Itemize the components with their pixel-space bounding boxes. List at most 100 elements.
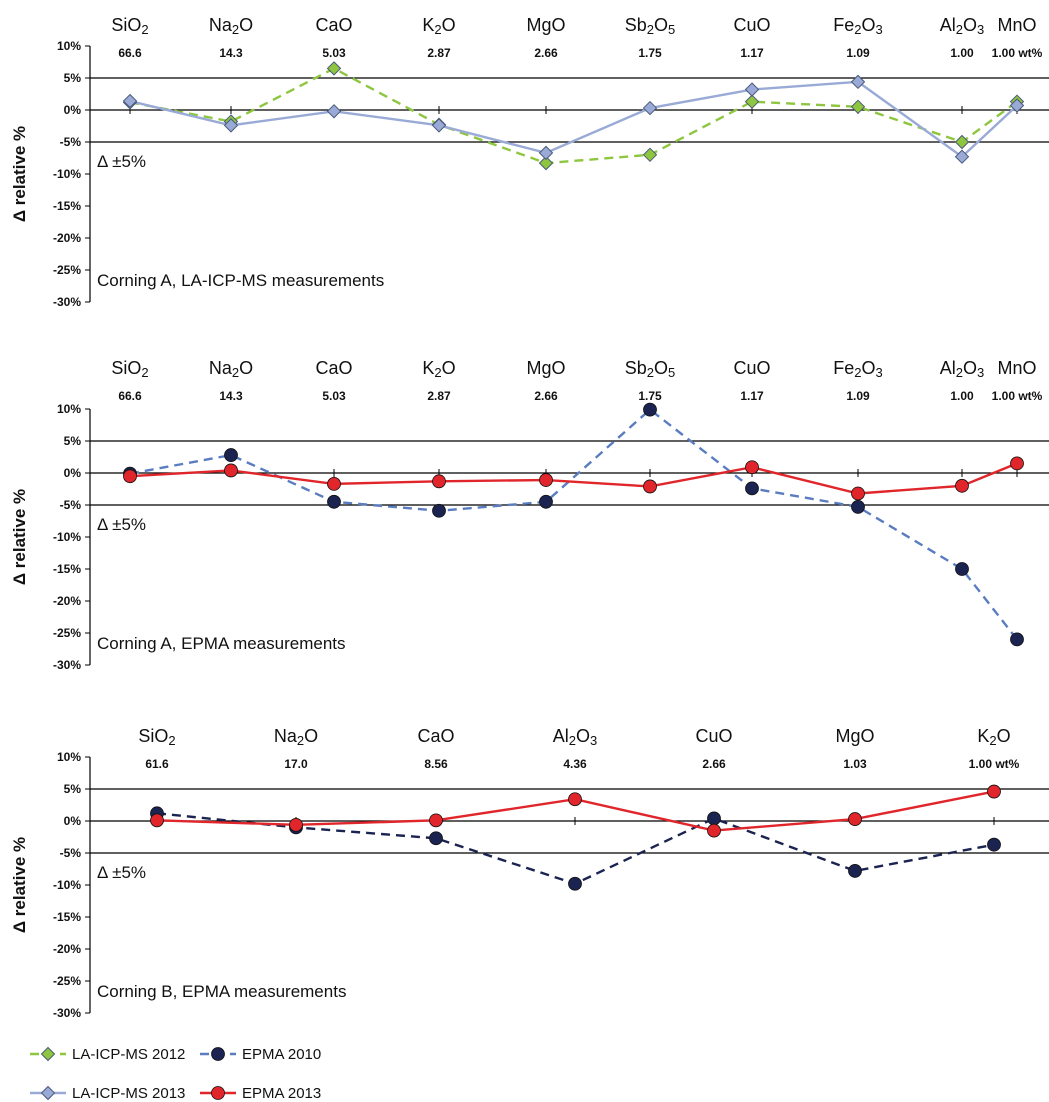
legend-label-la2013: LA-ICP-MS 2013 xyxy=(72,1085,185,1102)
oxide-label: K2O xyxy=(977,726,1010,748)
data-point-epma2013 xyxy=(224,463,238,478)
data-point-la2013 xyxy=(326,104,342,119)
concentration-label: 1.09 xyxy=(846,389,870,403)
data-point-la2013 xyxy=(1009,98,1025,113)
y-tick-label: 10% xyxy=(57,39,81,53)
y-tick-label: 0% xyxy=(64,103,82,117)
y-tick-label: 10% xyxy=(57,402,81,416)
y-axis-title: Δ relative % xyxy=(10,126,29,222)
concentration-label: 2.87 xyxy=(427,46,451,60)
data-point-la2012 xyxy=(326,61,342,76)
data-point-la2013 xyxy=(122,93,138,109)
data-point-epma2013 xyxy=(848,812,862,826)
oxide-label: CuO xyxy=(733,15,770,35)
concentration-label: 2.66 xyxy=(534,389,558,403)
chart-panel-1: SiO2 66.6 Na2O 14.3 CaO 5.03 K2O 2.87 MgO 2.66 Sb2… xyxy=(10,15,1049,309)
legend-label-epma2010: EPMA 2010 xyxy=(242,1046,321,1063)
data-point-epma2010 xyxy=(851,500,865,514)
y-tick-label: 0% xyxy=(64,814,82,828)
legend-label-epma2013: EPMA 2013 xyxy=(242,1085,321,1102)
oxide-label: CaO xyxy=(315,15,352,35)
data-point-epma2010 xyxy=(432,503,446,518)
panel-annotation: Corning B, EPMA measurements xyxy=(97,982,346,1001)
oxide-label: Al2O3 xyxy=(553,726,598,748)
oxide-label: Na2O xyxy=(209,15,253,37)
data-point-epma2013 xyxy=(955,478,969,493)
panel-annotation: Corning A, EPMA measurements xyxy=(97,634,346,653)
y-tick-label: 5% xyxy=(64,434,82,448)
concentration-label: 1.17 xyxy=(740,46,764,60)
y-tick-label: -25% xyxy=(53,974,81,988)
oxide-label: MgO xyxy=(526,358,565,378)
data-point-epma2013 xyxy=(1010,456,1024,471)
oxide-label: SiO2 xyxy=(111,358,148,380)
data-point-la2013 xyxy=(223,118,239,133)
y-tick-label: -5% xyxy=(60,498,82,512)
data-point-epma2010 xyxy=(1010,632,1024,647)
concentration-label: 1.75 xyxy=(638,46,662,60)
data-point-epma2013 xyxy=(289,817,303,832)
band-label: Δ ±5% xyxy=(97,863,146,882)
panel-annotation: Corning A, LA-ICP-MS measurements xyxy=(97,271,384,290)
series-line-epma2010 xyxy=(129,408,1018,641)
concentration-label: 1.17 xyxy=(740,389,764,403)
oxide-label: CuO xyxy=(733,358,770,378)
data-point-epma2010 xyxy=(568,876,582,891)
y-tick-label: -30% xyxy=(53,658,81,672)
oxide-label: K2O xyxy=(422,358,455,380)
concentration-label: 1.00 wt% xyxy=(992,46,1043,60)
data-point-la2012 xyxy=(642,147,658,163)
series-line-la2013 xyxy=(129,80,1018,159)
concentration-label: 2.66 xyxy=(702,757,726,771)
oxide-label: CuO xyxy=(695,726,732,746)
data-point-la2013 xyxy=(642,100,658,116)
data-point-epma2013 xyxy=(987,784,1001,799)
data-point-epma2010 xyxy=(707,811,721,826)
data-point-epma2010 xyxy=(987,837,1001,852)
legend-marker-epma2010 xyxy=(211,1047,225,1061)
concentration-label: 2.66 xyxy=(534,46,558,60)
y-tick-label: -15% xyxy=(53,199,81,213)
oxide-label: MgO xyxy=(526,15,565,35)
concentration-label: 1.75 xyxy=(638,389,662,403)
data-point-epma2013 xyxy=(851,486,865,501)
concentration-label: 14.3 xyxy=(219,389,243,403)
concentration-label: 66.6 xyxy=(118,389,142,403)
oxide-label: SiO2 xyxy=(138,726,175,748)
y-tick-label: -5% xyxy=(60,846,82,860)
band-label: Δ ±5% xyxy=(97,515,146,534)
data-point-la2013 xyxy=(850,74,866,90)
data-point-epma2013 xyxy=(150,813,164,828)
oxide-label: CaO xyxy=(417,726,454,746)
band-label: Δ ±5% xyxy=(97,152,146,171)
oxide-label: CaO xyxy=(315,358,352,378)
data-point-epma2013 xyxy=(327,476,341,491)
concentration-label: 1.00 wt% xyxy=(969,757,1020,771)
concentration-label: 1.00 wt% xyxy=(992,389,1043,403)
data-point-epma2013 xyxy=(745,460,759,475)
data-point-epma2010 xyxy=(848,864,862,878)
legend: LA-ICP-MS 2012 EPMA 2010 LA-ICP-MS 2013 EPM… xyxy=(30,1046,321,1102)
oxide-label: Sb2O5 xyxy=(625,358,676,380)
concentration-label: 1.03 xyxy=(843,757,867,771)
data-point-epma2010 xyxy=(224,448,238,462)
y-tick-label: -5% xyxy=(60,135,82,149)
oxide-label: MnO xyxy=(997,358,1036,378)
oxide-label: MnO xyxy=(997,15,1036,35)
data-point-epma2013 xyxy=(539,473,553,487)
data-point-epma2010 xyxy=(327,494,341,509)
oxide-label: Sb2O5 xyxy=(625,15,676,37)
y-tick-label: -20% xyxy=(53,231,81,245)
oxide-label: MgO xyxy=(835,726,874,746)
data-point-epma2010 xyxy=(955,562,969,576)
concentration-label: 5.03 xyxy=(322,389,346,403)
concentration-label: 8.56 xyxy=(424,757,448,771)
y-tick-label: -25% xyxy=(53,626,81,640)
data-point-epma2010 xyxy=(429,831,443,846)
data-point-epma2010 xyxy=(539,494,553,509)
concentration-label: 1.09 xyxy=(846,46,870,60)
y-tick-label: 10% xyxy=(57,750,81,764)
y-tick-label: -10% xyxy=(53,878,81,892)
oxide-label: K2O xyxy=(422,15,455,37)
